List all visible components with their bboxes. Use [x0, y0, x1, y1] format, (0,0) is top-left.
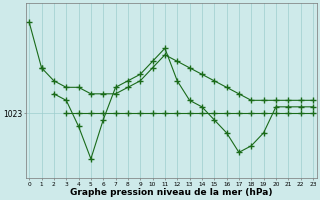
X-axis label: Graphe pression niveau de la mer (hPa): Graphe pression niveau de la mer (hPa) — [70, 188, 272, 197]
